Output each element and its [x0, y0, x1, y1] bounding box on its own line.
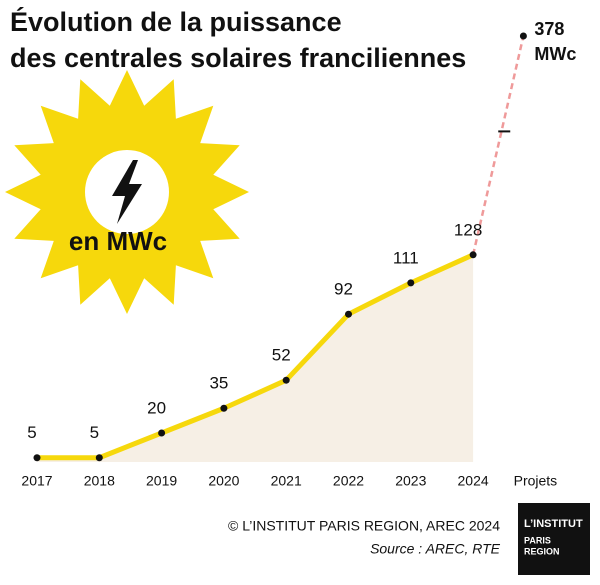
point — [407, 279, 415, 287]
unit-label: MWc — [534, 44, 576, 64]
x-tick-label: 2021 — [271, 473, 302, 489]
logo-text: L’INSTITUT — [524, 518, 583, 530]
point — [220, 404, 228, 412]
line — [37, 252, 475, 461]
x-tick-label: Projets — [514, 473, 558, 489]
point — [469, 251, 477, 259]
sun-icon: en MWc — [5, 70, 249, 314]
x-tick-label: 2024 — [458, 473, 489, 489]
badge-text: en MWc — [69, 226, 167, 256]
credit: © L’INSTITUT PARIS REGION, AREC 2024 — [228, 518, 500, 534]
source: Source : AREC, RTE — [370, 541, 501, 557]
value-label: 111 — [393, 248, 419, 267]
x-tick-label: 2019 — [146, 473, 177, 489]
logo-text: REGION — [524, 546, 560, 556]
chart-title: Évolution de la puissance — [10, 6, 342, 37]
lightning-icon — [112, 160, 142, 224]
value-label: 20 — [147, 398, 166, 417]
projection-line — [471, 35, 525, 256]
x-tick-label: 2022 — [333, 473, 364, 489]
chart-title: des centrales solaires franciliennes — [10, 43, 466, 73]
logo-text: PARIS — [524, 535, 551, 545]
value-label: 128 — [454, 220, 482, 239]
logo-box — [518, 503, 590, 575]
value-label: 52 — [272, 346, 291, 365]
value-label: 5 — [90, 423, 99, 442]
x-tick-label: 2020 — [208, 473, 239, 489]
x-tick-label: 2023 — [395, 473, 426, 489]
point — [158, 429, 166, 437]
point — [282, 376, 290, 384]
x-tick-label: 2017 — [21, 473, 52, 489]
value-label: 35 — [209, 374, 228, 393]
value-label: 92 — [334, 280, 353, 299]
point — [345, 310, 352, 318]
value-label: 5 — [27, 423, 36, 442]
point — [95, 454, 103, 462]
x-tick-label: 2018 — [84, 473, 115, 489]
point — [33, 454, 41, 462]
point — [519, 32, 527, 40]
value-label: 378 — [534, 19, 564, 39]
